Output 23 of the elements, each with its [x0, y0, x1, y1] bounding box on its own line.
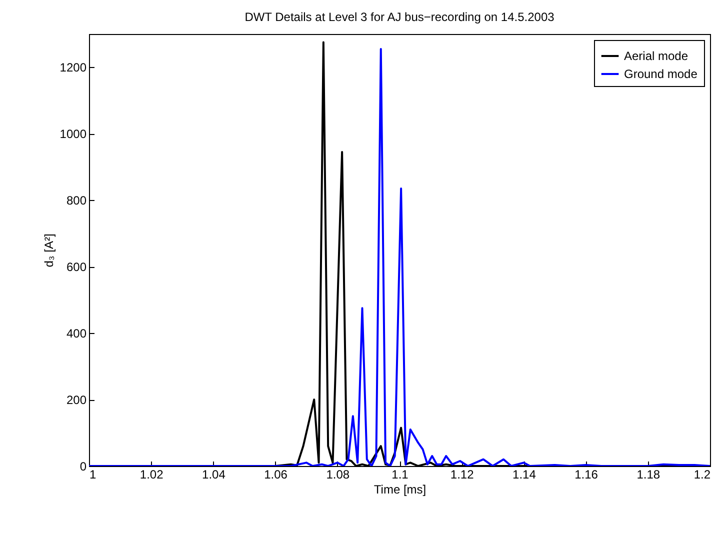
legend-label: Aerial mode	[624, 49, 688, 63]
legend-label: Ground mode	[624, 67, 698, 81]
y-tick-label: 800	[66, 194, 87, 208]
x-tick-label: 1.2	[694, 468, 711, 482]
x-axis-title: Time [ms]	[374, 482, 426, 496]
y-tick-label: 1000	[60, 127, 87, 142]
y-tick-label: 600	[66, 260, 87, 274]
x-tick-label: 1.08	[326, 468, 350, 482]
y-tick-label: 0	[80, 460, 87, 474]
x-tick-label: 1.12	[450, 468, 474, 482]
y-tick-label: 200	[66, 393, 87, 408]
x-tick-label: 1.16	[574, 468, 598, 482]
x-tick-label: 1.02	[140, 468, 164, 482]
x-tick-label: 1	[90, 468, 96, 482]
x-tick-label: 1.14	[512, 468, 536, 482]
x-tick-label: 1.04	[202, 468, 226, 482]
x-tick-label: 1.1	[392, 468, 409, 482]
chart-title: DWT Details at Level 3 for AJ bus−recording on 14.5.2003	[244, 10, 555, 24]
y-tick-label: 400	[66, 326, 87, 341]
y-axis-title: d₃ [A²]	[42, 234, 56, 268]
y-tick-label: 1200	[60, 60, 87, 75]
x-tick-label: 1.18	[636, 468, 660, 482]
x-tick-label: 1.06	[264, 468, 288, 482]
